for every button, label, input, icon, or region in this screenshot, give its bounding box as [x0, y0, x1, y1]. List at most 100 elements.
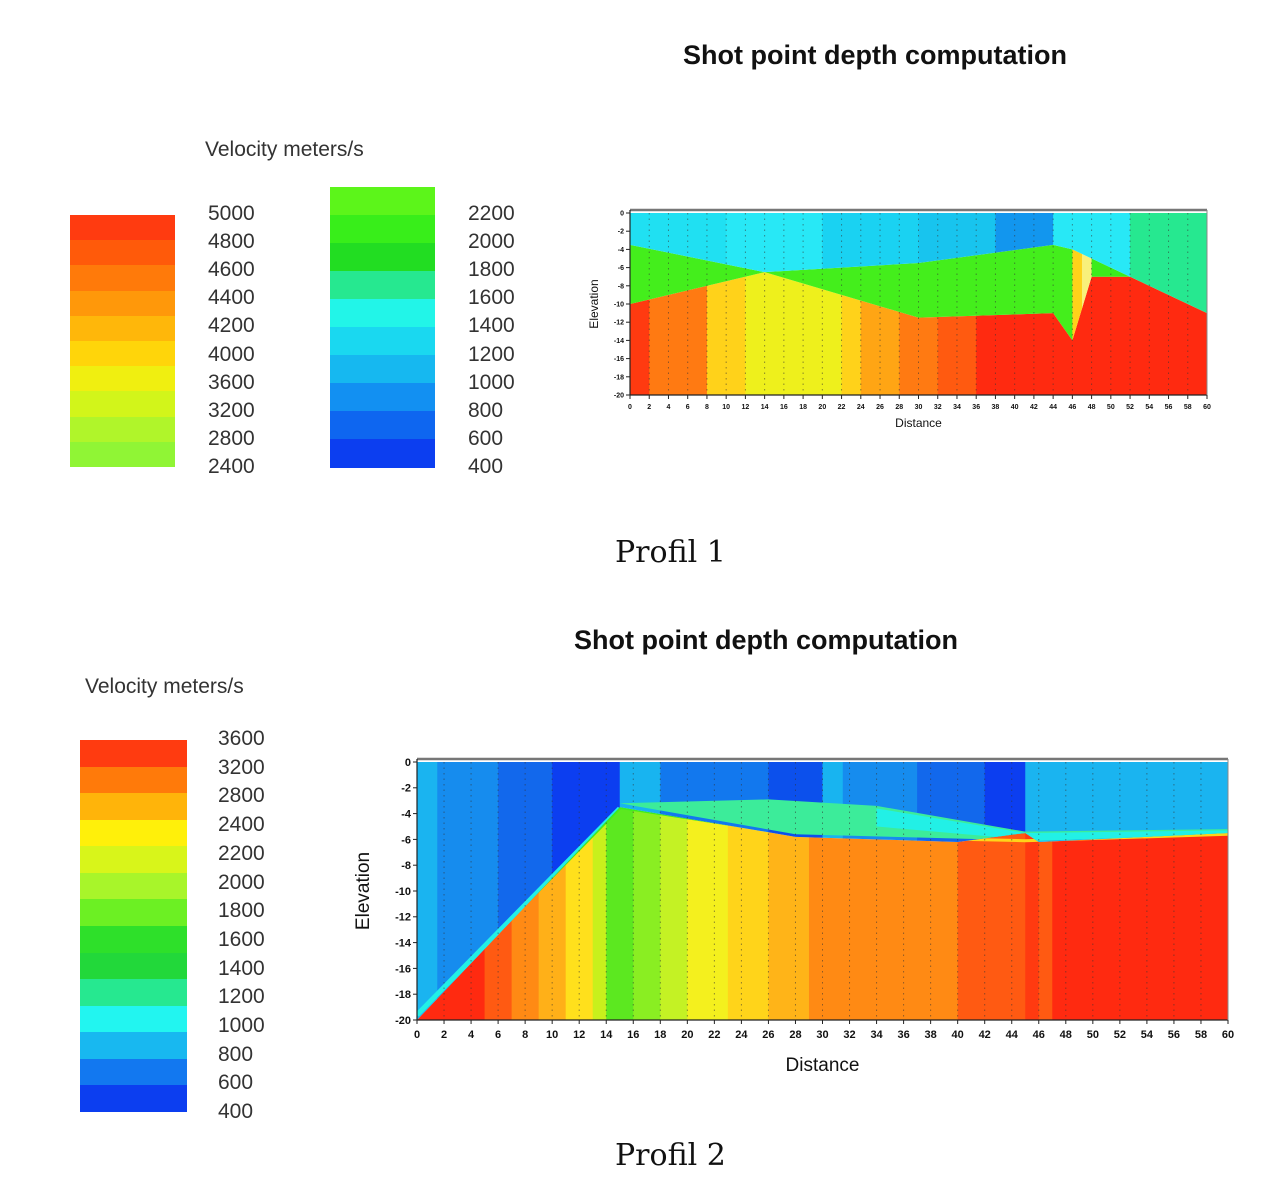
profil1-cool-swatch	[330, 411, 435, 440]
profil2-caption: Profil 2	[615, 1138, 726, 1173]
x-tick-label: 20	[681, 1029, 693, 1041]
profil2-swatch	[80, 979, 187, 1007]
profil2-swatch	[80, 872, 187, 900]
x-axis-label: Distance	[895, 416, 942, 430]
profil2-swatch	[80, 1032, 187, 1060]
x-tick-label: 6	[495, 1029, 501, 1041]
x-tick-label: 2	[647, 404, 651, 411]
x-tick-label: 36	[972, 404, 980, 411]
y-tick-label: 0	[620, 210, 624, 217]
bottom-layer-strip	[745, 272, 843, 395]
profil1-cool-swatch	[330, 299, 435, 328]
profil1-warm-swatch	[70, 416, 175, 443]
x-tick-label: 52	[1114, 1029, 1126, 1041]
y-tick-label: -10	[614, 301, 624, 308]
x-tick-label: 28	[789, 1029, 801, 1041]
x-tick-label: 56	[1168, 1029, 1180, 1041]
profil1-velocity-section-chart: 0 2 4 6 8 10 12 14 16 18 20 22 24 26 28 30 32 34 36 38 40 42 4…	[587, 208, 1211, 430]
profil2-chart-title: Shot point depth computation	[574, 625, 958, 655]
profil2-swatch	[80, 899, 187, 927]
x-tick-label: 28	[895, 404, 903, 411]
y-tick-label: -16	[395, 963, 411, 975]
x-tick-label: 26	[762, 1029, 774, 1041]
x-tick-label: 46	[1033, 1029, 1045, 1041]
x-tick-label: 34	[953, 404, 961, 411]
bottom-layer-strip	[808, 807, 959, 1020]
legend-value-label: 600	[468, 426, 504, 450]
bottom-layer-strip	[841, 272, 862, 395]
x-tick-label: 32	[843, 1029, 855, 1041]
legend-value-label: 1000	[468, 370, 515, 394]
y-tick-label: -12	[614, 320, 624, 327]
x-tick-label: 50	[1087, 1029, 1099, 1041]
profil2-legend-title: Velocity meters/s	[85, 675, 244, 698]
x-tick-label: 18	[799, 404, 807, 411]
legend-value-label: 2000	[218, 870, 265, 894]
bottom-layer-group	[417, 807, 1228, 1020]
x-tick-label: 54	[1141, 1029, 1154, 1041]
top-layer-strip	[417, 762, 438, 1020]
y-axis-label: Elevation	[587, 279, 601, 328]
profil1-caption: Profil 1	[615, 535, 726, 570]
x-tick-label: 50	[1107, 404, 1115, 411]
x-tick-label: 16	[780, 404, 788, 411]
x-tick-label: 22	[838, 404, 846, 411]
legend-value-label: 2400	[218, 813, 265, 837]
x-tick-label: 30	[915, 404, 923, 411]
x-tick-label: 40	[952, 1029, 964, 1041]
x-tick-label: 38	[925, 1029, 937, 1041]
x-tick-label: 12	[742, 404, 750, 411]
profil1-warm-swatch	[70, 366, 175, 392]
y-tick-label: -8	[401, 860, 411, 872]
middle-layer-strip	[1072, 244, 1083, 341]
profil1-warm-swatch	[70, 341, 175, 367]
legend-value-label: 1400	[218, 956, 265, 980]
y-tick-label: -6	[401, 834, 411, 846]
x-tick-label: 60	[1222, 1029, 1234, 1041]
legend-value-label: 5000	[208, 202, 255, 225]
x-tick-label: 58	[1184, 404, 1192, 411]
legend-value-label: 1800	[468, 258, 515, 282]
y-tick-label: -18	[614, 374, 624, 381]
transition-wedge	[876, 808, 1228, 841]
legend-value-label: 4400	[208, 286, 255, 310]
bottom-layer-strip	[606, 807, 634, 1020]
profil1-cool-swatch	[330, 215, 435, 244]
profil2-legend-colorbar	[80, 740, 187, 1113]
profil1-warm-swatch	[70, 265, 175, 292]
profil2-swatch	[80, 952, 187, 980]
y-tick-label: -18	[395, 989, 411, 1001]
profil1-warm-swatch	[70, 391, 175, 418]
legend-value-label: 3600	[218, 727, 265, 750]
x-tick-label: 44	[1006, 1029, 1019, 1041]
y-tick-label: -14	[395, 937, 412, 949]
legend-value-label: 2200	[218, 841, 265, 865]
legend-value-label: 1600	[468, 286, 515, 310]
bottom-layer-strip	[957, 807, 1026, 1020]
profil2-velocity-section-chart: 0 2 4 6 8 10 12 14 16 18 20 22 24 26 28 30 32 34 36 38 40 42 4…	[355, 757, 1234, 1076]
x-tick-label: 36	[897, 1029, 909, 1041]
x-tick-label: 14	[600, 1029, 613, 1041]
x-tick-label: 42	[1030, 404, 1038, 411]
profil1-cool-swatch	[330, 355, 435, 384]
profil1-cool-swatch	[330, 243, 435, 272]
profil1-cool-swatch	[330, 271, 435, 300]
legend-value-label: 1400	[468, 314, 515, 338]
x-tick-label: 60	[1203, 404, 1211, 411]
bottom-layer-strip	[1052, 807, 1228, 1020]
x-tick-label: 0	[628, 404, 632, 411]
plot-area	[417, 762, 1228, 1020]
profil2-swatch	[80, 1085, 187, 1113]
profil1-legend-cool-labels: 2200 2000 1800 1600 1400 1200 1000 800 600 400	[468, 202, 538, 482]
profil2-legend-labels: 3600 3200 2800 2400 2200 2000 1800 1600 1400 1200…	[218, 727, 288, 1127]
legend-value-label: 3600	[208, 370, 255, 394]
legend-value-label: 2400	[208, 454, 255, 478]
profil1-warm-swatch	[70, 215, 175, 241]
profil2-swatch	[80, 1005, 187, 1033]
y-tick-label: -6	[618, 265, 624, 272]
legend-value-label: 1800	[218, 899, 265, 923]
bottom-layer-strip	[660, 807, 688, 1020]
legend-value-label: 600	[218, 1071, 254, 1095]
legend-value-label: 400	[468, 454, 504, 478]
profil1-chart-title: Shot point depth computation	[683, 40, 1067, 70]
